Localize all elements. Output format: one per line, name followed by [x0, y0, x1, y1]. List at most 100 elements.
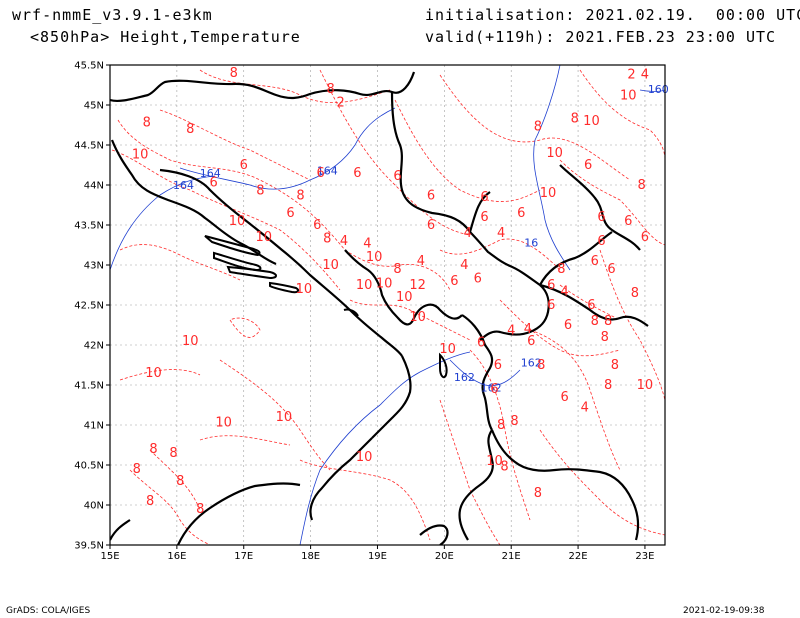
temperature-label: 4	[417, 254, 425, 269]
temperature-label: 10	[366, 250, 383, 265]
temperature-label: 4	[363, 236, 371, 251]
y-tick-label: 45.5N	[74, 61, 104, 72]
footer-credit: GrADS: COLA/IGES	[6, 606, 91, 616]
y-tick-label: 42N	[84, 341, 104, 352]
temperature-label: 10	[356, 450, 373, 465]
temperature-label: 6	[597, 210, 605, 225]
height-label: 160	[648, 83, 669, 96]
temperature-label: 10	[256, 230, 273, 245]
y-tick-label: 42.5N	[74, 301, 104, 312]
temperature-label: 8	[497, 418, 505, 433]
temperature-label: 6	[313, 218, 321, 233]
temperature-label: 6	[584, 158, 592, 173]
temperature-label: 6	[597, 234, 605, 249]
temperature-label: 2	[337, 96, 345, 111]
y-tick-label: 40N	[84, 501, 104, 512]
temperature-label: 4	[497, 226, 505, 241]
field-title: <850hPa> Height,Temperature	[30, 28, 301, 46]
temperature-label: 4	[641, 68, 649, 83]
temperature-label: 10	[546, 146, 563, 161]
height-label: 162	[454, 371, 475, 384]
temperature-label: 10	[583, 114, 600, 129]
temperature-label: 6	[547, 278, 555, 293]
height-label: 164	[173, 179, 194, 192]
temperature-label: 4	[460, 258, 468, 273]
temperature-label: 6	[494, 358, 502, 373]
height-label: 162	[521, 357, 542, 370]
x-tick-label: 15E	[100, 551, 119, 562]
y-tick-label: 43N	[84, 261, 104, 272]
temperature-label: 6	[591, 254, 599, 269]
temperature-label: 2	[627, 68, 635, 83]
height-label: 16	[524, 237, 538, 250]
x-tick-label: 18E	[301, 551, 320, 562]
temperature-label: 8	[323, 232, 331, 247]
temperature-label: 10	[620, 88, 637, 103]
temperature-label: 8	[611, 358, 619, 373]
temperature-label: 4	[581, 400, 589, 415]
temperature-label: 8	[631, 286, 639, 301]
temperature-label: 6	[474, 272, 482, 287]
x-tick-label: 21E	[502, 551, 521, 562]
temperature-label: 8	[146, 494, 154, 509]
temperature-label: 6	[450, 274, 458, 289]
height-contours	[110, 65, 665, 545]
y-tick-label: 40.5N	[74, 461, 104, 472]
plot-layers	[110, 65, 665, 545]
temperature-contours	[111, 69, 665, 545]
temperature-label: 4	[524, 322, 532, 337]
temperature-label: 10	[356, 278, 373, 293]
temperature-label: 4	[561, 284, 569, 299]
temperature-label: 6	[210, 176, 218, 191]
temperature-label: 4	[340, 234, 348, 249]
temperature-label: 6	[564, 318, 572, 333]
temperature-label: 6	[316, 166, 324, 181]
y-tick-label: 45N	[84, 101, 104, 112]
temperature-label: 6	[561, 390, 569, 405]
y-tick-label: 44N	[84, 181, 104, 192]
temperature-label: 8	[591, 314, 599, 329]
temperature-label: 10	[229, 214, 246, 229]
x-tick-label: 20E	[435, 551, 454, 562]
temperature-label: 10	[486, 454, 503, 469]
coastlines-borders	[110, 71, 649, 545]
x-tick-label: 22E	[569, 551, 588, 562]
temperature-label: 10	[145, 366, 162, 381]
temperature-label: 6	[587, 298, 595, 313]
x-tick-label: 19E	[368, 551, 387, 562]
temperature-label: 6	[641, 230, 649, 245]
temperature-label: 10	[637, 378, 654, 393]
temperature-label: 8	[601, 330, 609, 345]
temperature-label: 10	[409, 310, 426, 325]
temperature-label: 6	[480, 210, 488, 225]
temperature-label: 8	[510, 414, 518, 429]
temperature-label: 8	[169, 446, 177, 461]
temperature-label: 8	[571, 112, 579, 127]
temperature-label: 6	[547, 298, 555, 313]
height-label: 164	[317, 165, 338, 178]
model-title: wrf-nmmE_v3.9.1-e3km	[12, 6, 213, 24]
temperature-label: 8	[196, 502, 204, 517]
y-tick-label: 44.5N	[74, 141, 104, 152]
valid-time: valid(+119h): 2021.FEB.23 23:00 UTC	[425, 28, 777, 46]
height-label: 164	[200, 167, 221, 180]
temperature-label: 10	[132, 148, 149, 163]
temperature-label: 6	[624, 214, 632, 229]
temperature-label: 10	[296, 282, 313, 297]
temperature-label: 8	[143, 116, 151, 131]
temperature-label: 6	[427, 218, 435, 233]
temperature-label: 6	[353, 166, 361, 181]
temperature-label: 6	[517, 206, 525, 221]
temperature-label: 6	[286, 206, 294, 221]
temperature-label: 8	[537, 358, 545, 373]
temperature-label: 6	[527, 334, 535, 349]
temperature-label: 8	[256, 184, 264, 199]
temperature-label: 10	[396, 290, 413, 305]
temperature-label: 4	[464, 226, 472, 241]
temperature-label: 8	[534, 120, 542, 135]
y-tick-label: 43.5N	[74, 221, 104, 232]
temperature-label: 8	[604, 314, 612, 329]
temperature-label: 8	[296, 188, 304, 203]
temperature-label: 8	[230, 66, 238, 81]
temperature-label: 12	[409, 278, 426, 293]
